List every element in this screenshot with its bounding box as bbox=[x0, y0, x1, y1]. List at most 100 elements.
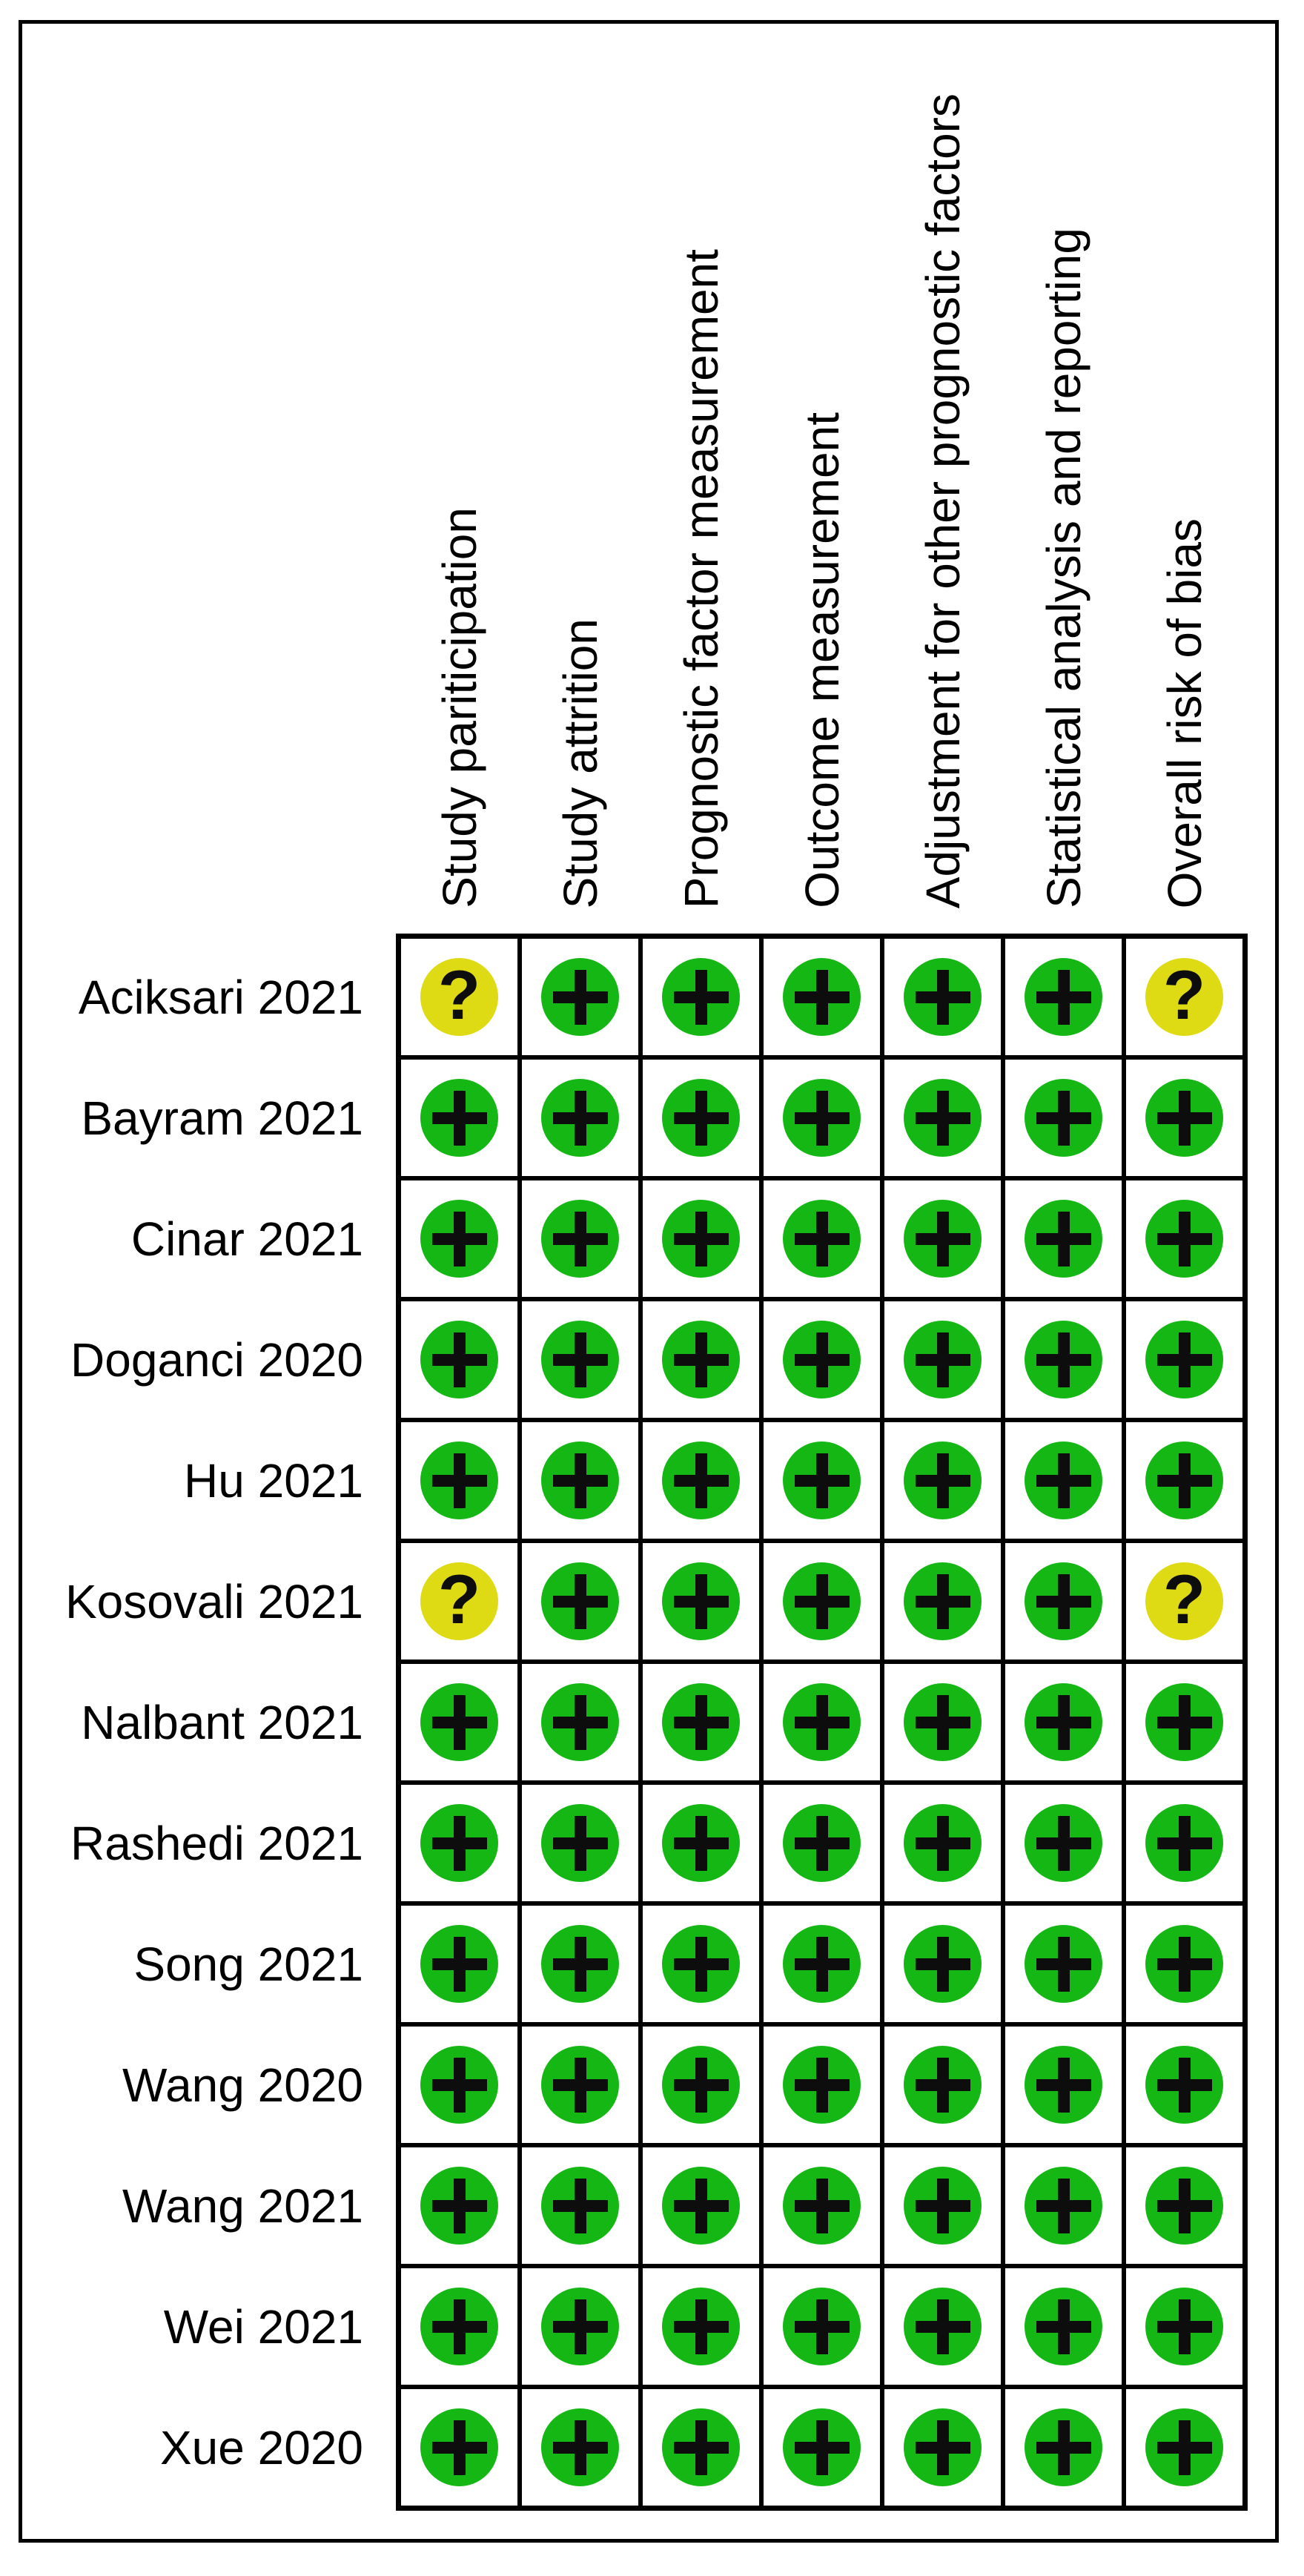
matrix-cell bbox=[1003, 2024, 1124, 2145]
low-risk-circle bbox=[1025, 958, 1102, 1036]
plus-icon bbox=[794, 1573, 850, 1629]
low-risk-circle bbox=[541, 1200, 619, 1278]
plus-icon bbox=[1036, 1453, 1091, 1508]
low-risk-circle bbox=[904, 2288, 982, 2365]
low-risk-circle bbox=[541, 1441, 619, 1519]
matrix-cell bbox=[882, 2024, 1003, 2145]
study-label: Bayram 2021 bbox=[81, 1091, 363, 1145]
plus-icon bbox=[1156, 1694, 1212, 1750]
matrix-cell bbox=[641, 1178, 761, 1299]
matrix-cell bbox=[520, 2266, 641, 2387]
low-risk-circle bbox=[420, 2046, 498, 2124]
plus-icon bbox=[431, 1815, 487, 1871]
matrix-cell bbox=[1003, 1541, 1124, 1662]
plus-icon bbox=[552, 2420, 608, 2475]
low-risk-circle bbox=[420, 1804, 498, 1882]
plus-icon bbox=[794, 1453, 850, 1508]
low-risk-circle bbox=[1145, 1683, 1223, 1761]
matrix-cell bbox=[1124, 1903, 1245, 2024]
matrix-cell bbox=[520, 2387, 641, 2508]
low-risk-circle bbox=[783, 958, 861, 1036]
matrix-cell bbox=[1003, 1057, 1124, 1178]
matrix-cell bbox=[399, 1178, 520, 1299]
plus-icon bbox=[673, 2057, 729, 2113]
matrix-cell bbox=[399, 2266, 520, 2387]
low-risk-circle bbox=[1145, 2288, 1223, 2365]
matrix-cell bbox=[1124, 2024, 1245, 2145]
matrix-cell bbox=[882, 1299, 1003, 1420]
low-risk-circle bbox=[1145, 1321, 1223, 1398]
matrix-cell bbox=[1003, 2266, 1124, 2387]
low-risk-circle bbox=[783, 2408, 861, 2486]
plus-icon bbox=[915, 1694, 970, 1750]
matrix-cell bbox=[761, 1420, 882, 1541]
low-risk-circle bbox=[662, 1441, 740, 1519]
plus-icon bbox=[673, 2420, 729, 2475]
plus-icon bbox=[1156, 1332, 1212, 1387]
low-risk-circle bbox=[662, 1200, 740, 1278]
plus-icon bbox=[1156, 2420, 1212, 2475]
column-header: Outcome measurement bbox=[761, 24, 882, 934]
low-risk-circle bbox=[662, 2167, 740, 2245]
matrix-cell bbox=[520, 1783, 641, 1903]
matrix-cell bbox=[882, 1057, 1003, 1178]
plus-icon bbox=[915, 1936, 970, 1992]
low-risk-circle bbox=[783, 1079, 861, 1157]
plus-icon bbox=[431, 1936, 487, 1992]
plus-icon bbox=[915, 1332, 970, 1387]
column-header-label: Prognostic factor measurement bbox=[674, 248, 728, 908]
plus-icon bbox=[1156, 1453, 1212, 1508]
matrix-cell bbox=[1003, 1783, 1124, 1903]
plus-icon bbox=[1036, 2420, 1091, 2475]
low-risk-circle bbox=[1025, 1562, 1102, 1640]
plus-icon bbox=[794, 1332, 850, 1387]
low-risk-circle bbox=[541, 2167, 619, 2245]
matrix-cell bbox=[1003, 937, 1124, 1057]
matrix-cell bbox=[520, 1541, 641, 1662]
study-label: Wang 2020 bbox=[122, 2058, 363, 2112]
matrix-cell bbox=[1124, 1178, 1245, 1299]
matrix-cell bbox=[520, 1903, 641, 2024]
plus-icon bbox=[1036, 1090, 1091, 1146]
plus-icon bbox=[915, 1453, 970, 1508]
matrix-cell bbox=[520, 1178, 641, 1299]
matrix-cell bbox=[520, 2145, 641, 2266]
matrix-cell bbox=[761, 1541, 882, 1662]
matrix-cell bbox=[761, 2145, 882, 2266]
matrix-cell bbox=[761, 1057, 882, 1178]
matrix-cell bbox=[399, 1783, 520, 1903]
low-risk-circle bbox=[420, 2167, 498, 2245]
matrix-cell bbox=[1003, 1299, 1124, 1420]
plus-icon bbox=[431, 1211, 487, 1266]
column-header: Adjustment for other prognostic factors bbox=[882, 24, 1003, 934]
matrix-cell bbox=[399, 2145, 520, 2266]
figure-frame bbox=[19, 20, 1279, 2543]
low-risk-circle bbox=[783, 2046, 861, 2124]
plus-icon bbox=[552, 2057, 608, 2113]
matrix-cell bbox=[399, 1903, 520, 2024]
plus-icon bbox=[794, 2057, 850, 2113]
plus-icon bbox=[794, 1090, 850, 1146]
plus-icon bbox=[915, 2420, 970, 2475]
plus-icon bbox=[794, 2178, 850, 2233]
plus-icon bbox=[673, 1815, 729, 1871]
study-label: Cinar 2021 bbox=[130, 1212, 363, 1266]
low-risk-circle bbox=[783, 2167, 861, 2245]
plus-icon bbox=[673, 1332, 729, 1387]
low-risk-circle bbox=[1025, 2288, 1102, 2365]
matrix-cell bbox=[399, 2024, 520, 2145]
matrix-cell bbox=[641, 937, 761, 1057]
plus-icon bbox=[431, 1332, 487, 1387]
plus-icon bbox=[1036, 2299, 1091, 2354]
study-label: Wei 2021 bbox=[163, 2299, 363, 2354]
matrix-cell bbox=[882, 2145, 1003, 2266]
low-risk-circle bbox=[783, 1562, 861, 1640]
matrix-cell bbox=[761, 1783, 882, 1903]
low-risk-circle bbox=[662, 2288, 740, 2365]
low-risk-circle bbox=[541, 1804, 619, 1882]
matrix-cell bbox=[641, 2024, 761, 2145]
plus-icon bbox=[1036, 1936, 1091, 1992]
matrix-cell bbox=[399, 1299, 520, 1420]
question-mark-icon: ? bbox=[437, 956, 481, 1034]
low-risk-circle bbox=[904, 1079, 982, 1157]
